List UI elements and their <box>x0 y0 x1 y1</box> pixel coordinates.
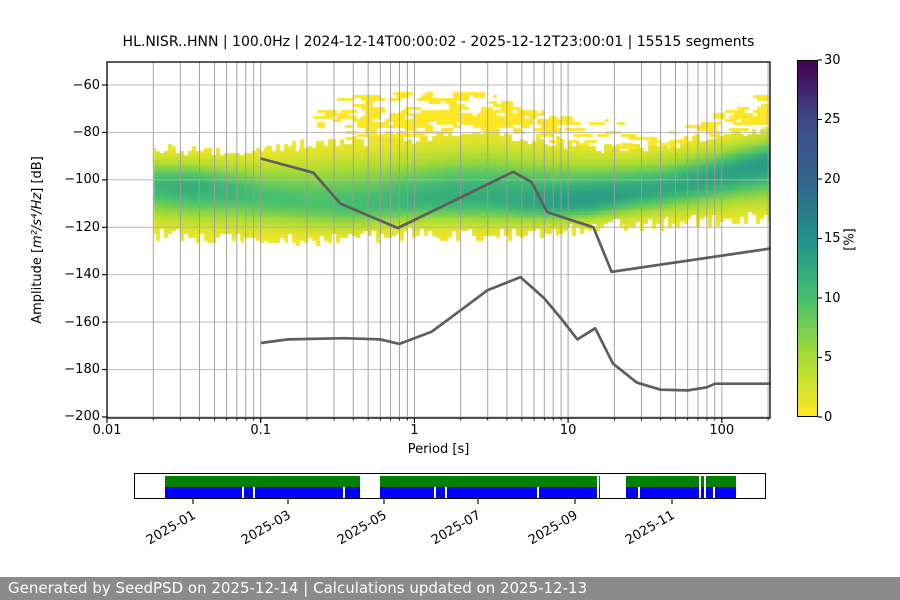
x-tick-label: 0.01 <box>92 423 122 438</box>
footer-credit: Generated by SeedPSD on 2025-12-14 | Cal… <box>0 577 900 600</box>
x-tick-label: 100 <box>709 423 735 438</box>
y-tick-label: −120 <box>64 219 100 235</box>
availability-gap-full <box>704 476 706 498</box>
availability-gap-blue <box>638 487 640 498</box>
y-tick-label: −200 <box>64 409 100 425</box>
availability-segment-green <box>380 476 602 487</box>
availability-segment-green <box>165 476 360 487</box>
availability-gap-full <box>600 476 602 498</box>
availability-tick-label: 2025-03 <box>238 508 294 549</box>
availability-gap-blue <box>537 487 539 498</box>
colorbar-tick-label: 30 <box>824 52 841 68</box>
x-tick-label: 10 <box>559 423 577 438</box>
y-tick-label: −60 <box>72 77 100 93</box>
colorbar-tick-label: 20 <box>824 171 841 187</box>
availability-gap-blue <box>242 487 244 498</box>
availability-tick-label: 2025-09 <box>525 508 581 549</box>
ppsd-heatmap-canvas <box>107 62 770 418</box>
availability-gap-blue <box>253 487 255 498</box>
colorbar-tick-label: 15 <box>824 231 841 246</box>
availability-tick-label: 2025-11 <box>622 508 678 549</box>
availability-segment-blue <box>626 487 736 498</box>
availability-gap-blue <box>343 487 345 498</box>
y-tick-label: −180 <box>64 362 100 378</box>
availability-gap-full <box>699 476 701 498</box>
availability-segment-blue <box>380 487 602 498</box>
availability-segments <box>135 476 765 498</box>
colorbar-tick-label: 10 <box>824 290 841 306</box>
availability-gap-full <box>597 476 599 498</box>
y-tick-label: −100 <box>64 172 100 188</box>
availability-tick-label: 2025-05 <box>334 508 390 549</box>
x-tick-label: 0.1 <box>250 423 272 438</box>
availability-segment-green <box>626 476 736 487</box>
x-axis-label: Period [s] <box>407 442 470 457</box>
y-tick-label: −140 <box>64 267 100 283</box>
availability-bar <box>134 473 766 499</box>
availability-tick-label: 2025-01 <box>143 508 199 549</box>
colorbar-tick-label: 5 <box>824 350 833 365</box>
colorbar-tick-label: 25 <box>824 112 841 127</box>
x-tick-label: 1 <box>410 423 419 438</box>
availability-gap-blue <box>434 487 436 498</box>
y-tick-label: −160 <box>64 314 100 330</box>
availability-gap-blue <box>445 487 447 498</box>
colorbar-tick-label: 0 <box>824 409 833 425</box>
availability-gap-blue <box>713 487 715 498</box>
availability-segment-blue <box>165 487 360 498</box>
colorbar <box>797 60 818 417</box>
y-tick-label: −80 <box>72 124 100 140</box>
plot-title: HL.NISR..HNN | 100.0Hz | 2024-12-14T00:0… <box>122 34 755 50</box>
availability-tick-label: 2025-07 <box>428 508 484 549</box>
